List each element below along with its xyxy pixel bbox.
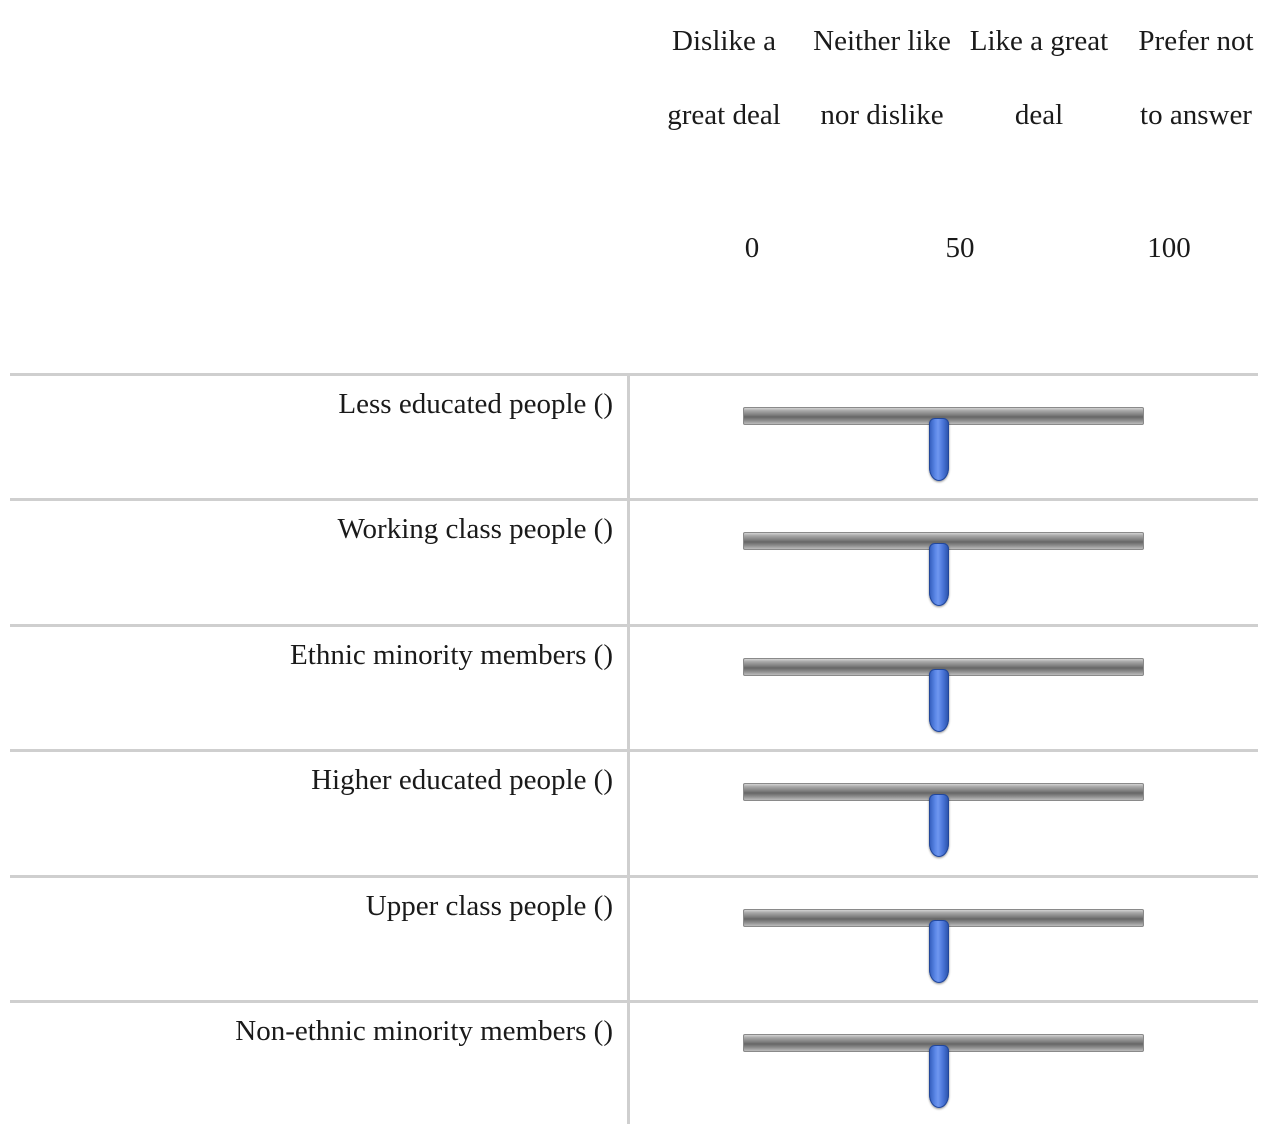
slider-row: Ethnic minority members () (10, 624, 1258, 749)
row-label: Non-ethnic minority members () (235, 1015, 613, 1047)
row-label: Higher educated people () (311, 764, 613, 796)
scale-tick-0: 0 (744, 232, 760, 264)
slider-row: Working class people () (10, 498, 1258, 623)
slider-handle[interactable] (929, 794, 950, 857)
slider-handle[interactable] (929, 1045, 950, 1108)
header-dislike-great-deal: Dislike a great deal (667, 25, 781, 131)
slider-track[interactable] (743, 909, 1144, 983)
slider-handle[interactable] (929, 418, 950, 481)
scale-tick-50: 50 (945, 232, 975, 264)
scale-tick-100: 100 (1147, 232, 1191, 264)
row-label: Ethnic minority members () (290, 639, 613, 671)
slider-handle[interactable] (929, 669, 950, 732)
slider-track[interactable] (743, 532, 1144, 606)
header-prefer-not-to-answer: Prefer not to answer (1138, 25, 1254, 131)
slider-row: Upper class people () (10, 875, 1258, 1000)
slider-handle[interactable] (929, 920, 950, 983)
slider-track[interactable] (743, 1034, 1144, 1108)
slider-row: Non-ethnic minority members () (10, 1000, 1258, 1125)
row-label: Working class people () (337, 513, 614, 545)
row-label: Less educated people () (338, 388, 613, 420)
header-neither-like-nor-dislike: Neither like nor dislike (813, 25, 951, 131)
header-like-great-deal: Like a great deal (969, 25, 1109, 131)
slider-track[interactable] (743, 783, 1144, 857)
slider-track[interactable] (743, 658, 1144, 732)
row-label: Upper class people () (365, 890, 613, 922)
slider-track[interactable] (743, 407, 1144, 481)
slider-row: Higher educated people () (10, 749, 1258, 874)
column-divider (627, 376, 630, 1124)
slider-handle[interactable] (929, 543, 950, 606)
slider-row: Less educated people () (10, 373, 1258, 498)
